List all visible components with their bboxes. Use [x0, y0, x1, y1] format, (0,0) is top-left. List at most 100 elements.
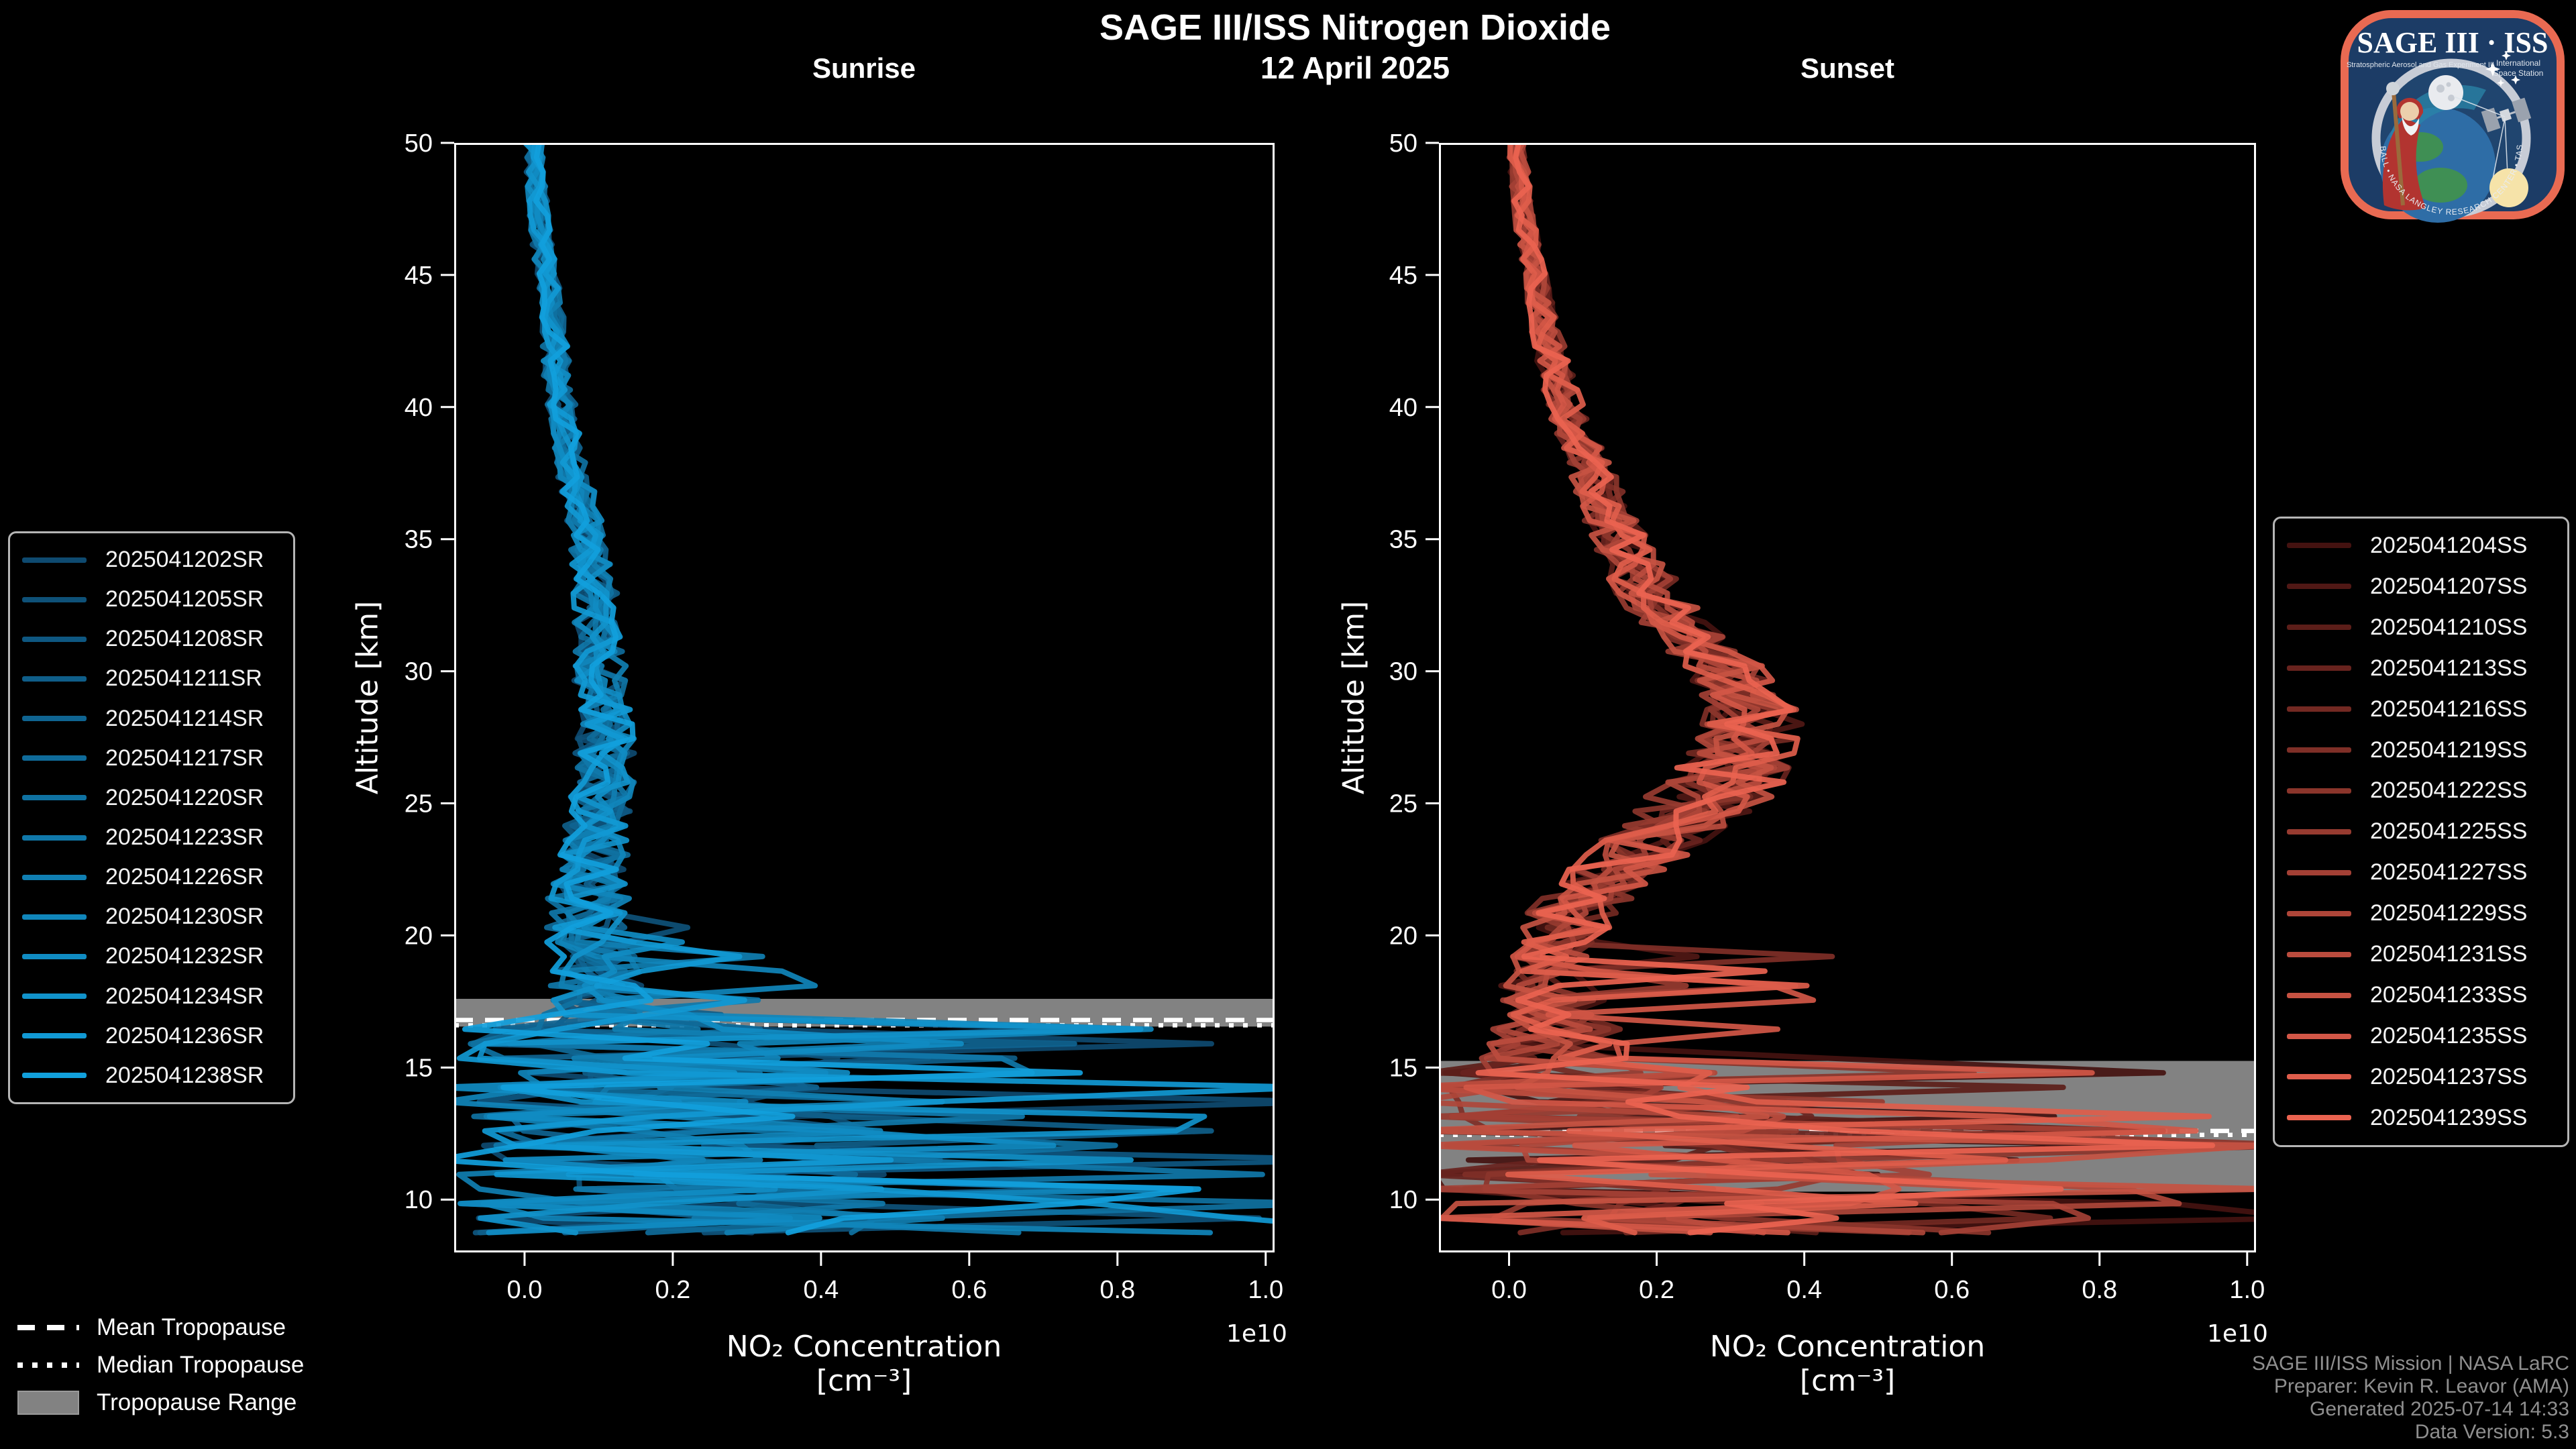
legend-item: 2025041235SS [2275, 1023, 2567, 1049]
legend-line-swatch [22, 755, 87, 761]
legend-item: 2025041229SS [2275, 900, 2567, 926]
logo-title: SAGE III · ISS [2357, 26, 2548, 59]
legend-event-label: 2025041214SR [105, 705, 264, 731]
legend-event-label: 2025041237SS [2370, 1063, 2528, 1089]
legend-sunset-events: 2025041204SS 2025041207SS 2025041210SS 2025… [2273, 517, 2569, 1147]
figure-date: 12 April 2025 [1260, 50, 1450, 85]
legend-line-swatch [2287, 543, 2351, 549]
legend-line-swatch [22, 1033, 87, 1039]
sunset-plot: 0.0 0.2 0.4 0.6 0.8 1.0 10 15 20 25 30 35 40 45 50 [1389, 129, 2265, 1304]
no2-profile-line [1439, 143, 2256, 1236]
legend-event-label: 2025041204SS [2370, 532, 2528, 558]
legend-line-swatch [2287, 665, 2351, 672]
legend-line-swatch [2287, 584, 2351, 590]
figure-title: SAGE III/ISS Nitrogen Dioxide [1099, 7, 1611, 48]
legend-line-swatch [22, 1073, 87, 1079]
legend-item: 2025041213SS [2275, 655, 2567, 682]
x-tick-label: 0.6 [1934, 1276, 1970, 1304]
y-tick-label: 45 [405, 262, 433, 290]
y-tick-label: 40 [1389, 394, 1417, 422]
legend-item-tropopause-range: Tropopause Range [17, 1389, 304, 1417]
legend-event-label: 2025041222SS [2370, 777, 2528, 804]
y-tick-label: 20 [1389, 922, 1417, 950]
legend-label: Mean Tropopause [97, 1314, 286, 1340]
legend-item: 2025041225SS [2275, 818, 2567, 845]
y-tick-label: 10 [405, 1186, 433, 1214]
logo-subtitle-right-line2: Space Station [2493, 68, 2544, 78]
legend-event-label: 2025041232SR [105, 943, 264, 969]
legend-line-swatch [2287, 1115, 2351, 1121]
y-tick-label: 25 [1389, 790, 1417, 818]
x-axis-label-line1: NO₂ Concentration [726, 1330, 1002, 1364]
x-axis-label-line2: [cm⁻³] [1799, 1364, 1896, 1398]
x-axis-offset-sunset: 1e10 [2207, 1320, 2268, 1348]
y-tick-label: 35 [405, 526, 433, 554]
legend-item: 2025041231SS [2275, 941, 2567, 967]
x-tick-label: 0.2 [655, 1276, 690, 1304]
x-tick-label: 0.8 [2082, 1276, 2117, 1304]
legend-item: 2025041223SR [10, 824, 293, 851]
legend-event-label: 2025041219SS [2370, 737, 2528, 763]
tropopause-legend: Mean Tropopause Median Tropopause Tropop… [17, 1313, 304, 1417]
y-tick-label: 10 [1389, 1186, 1417, 1214]
legend-event-label: 2025041230SR [105, 904, 264, 930]
legend-item: 2025041236SR [10, 1023, 293, 1049]
y-tick-label: 15 [405, 1054, 433, 1082]
y-tick-label: 45 [1389, 262, 1417, 290]
legend-event-label: 2025041239SS [2370, 1104, 2528, 1130]
legend-line-swatch [2287, 706, 2351, 712]
y-tick-label: 20 [405, 922, 433, 950]
legend-line-swatch [22, 953, 87, 959]
legend-line-swatch [2287, 788, 2351, 794]
legend-event-label: 2025041210SS [2370, 614, 2528, 640]
y-axis-label-sunrise: Altitude [km] [350, 600, 385, 795]
y-tick-label: 40 [405, 394, 433, 422]
x-tick-label: 0.0 [507, 1276, 543, 1304]
sage-iii-iss-logo: SAGE III · ISS Stratospheric Aerosol and… [2337, 2, 2565, 223]
legend-item: 2025041202SR [10, 547, 293, 573]
footer-preparer: Preparer: Kevin R. Leavor (AMA) [2273, 1375, 2569, 1397]
gray-patch-swatch [17, 1391, 79, 1415]
y-tick-label: 35 [1389, 526, 1417, 554]
x-axis-offset-sunrise: 1e10 [1226, 1320, 1287, 1348]
legend-event-label: 2025041226SR [105, 864, 264, 890]
legend-item: 2025041234SR [10, 983, 293, 1010]
legend-item: 2025041226SR [10, 864, 293, 890]
legend-line-swatch [2287, 951, 2351, 957]
logo-sightlines [2453, 96, 2508, 179]
legend-line-swatch [22, 676, 87, 682]
dotted-line-swatch [17, 1362, 79, 1368]
panel-title-sunset: Sunset [1800, 52, 1895, 84]
legend-event-label: 2025041205SR [105, 586, 264, 612]
legend-event-label: 2025041220SR [105, 784, 264, 810]
no2-profile-line [454, 143, 1201, 1236]
legend-event-label: 2025041236SR [105, 1022, 264, 1049]
y-tick-label: 30 [405, 658, 433, 686]
legend-item: 2025041232SR [10, 943, 293, 969]
legend-line-swatch [2287, 992, 2351, 998]
plot-spines [1439, 143, 2256, 1252]
legend-item: 2025041237SS [2275, 1064, 2567, 1090]
legend-item: 2025041205SR [10, 586, 293, 612]
legend-item: 2025041219SS [2275, 737, 2567, 763]
legend-line-swatch [22, 795, 87, 801]
dashed-line-swatch [17, 1325, 79, 1330]
footer-mission: SAGE III/ISS Mission | NASA LaRC [2252, 1352, 2569, 1375]
legend-item-mean-tropopause: Mean Tropopause [17, 1313, 304, 1342]
legend-line-swatch [22, 835, 87, 841]
sunrise-plot: 0.0 0.2 0.4 0.6 0.8 1.0 10 15 20 25 30 35 40 45 50 [405, 129, 1283, 1304]
x-axis-label-sunset: NO₂ Concentration [cm⁻³] [1710, 1330, 1985, 1398]
x-axis-label-sunrise: NO₂ Concentration [cm⁻³] [727, 1330, 1002, 1398]
y-axis-label-sunset: Altitude [km] [1336, 600, 1371, 795]
legend-event-label: 2025041234SR [105, 983, 264, 1009]
legend-event-label: 2025041207SS [2370, 573, 2528, 599]
legend-event-label: 2025041213SS [2370, 655, 2528, 681]
legend-event-label: 2025041208SR [105, 626, 264, 652]
legend-item: 2025041227SS [2275, 859, 2567, 885]
legend-line-swatch [22, 557, 87, 563]
x-tick-label: 1.0 [2229, 1276, 2265, 1304]
x-tick-label: 0.0 [1491, 1276, 1527, 1304]
y-tick-label: 50 [1389, 129, 1417, 158]
legend-item: 2025041220SR [10, 785, 293, 811]
legend-event-label: 2025041235SS [2370, 1023, 2528, 1049]
